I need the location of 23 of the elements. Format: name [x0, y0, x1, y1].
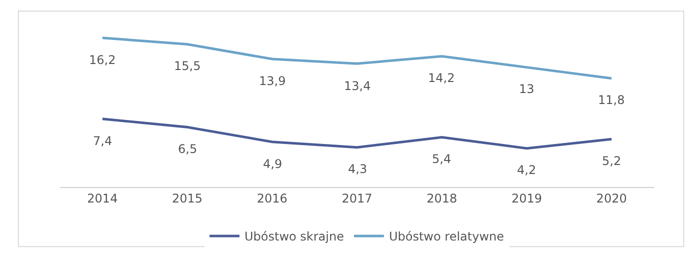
data-label: 13 [519, 82, 534, 96]
data-label: 11,8 [598, 93, 625, 107]
data-label: 15,5 [174, 59, 201, 73]
x-tick-label: 2015 [172, 191, 203, 206]
data-label: 4,9 [263, 157, 282, 171]
x-tick-label: 2016 [256, 191, 288, 206]
data-label: 13,9 [259, 74, 286, 88]
data-label: 16,2 [89, 53, 116, 67]
legend-label: Ubóstwo relatywne [388, 230, 504, 244]
data-label: 4,2 [517, 163, 536, 177]
x-tick-label: 2014 [87, 191, 118, 206]
x-tick-label: 2019 [511, 191, 542, 206]
data-label: 14,2 [428, 71, 455, 85]
data-label: 5,2 [602, 154, 622, 168]
data-label: 6,5 [178, 142, 198, 156]
x-tick-label: 2018 [426, 191, 458, 206]
data-label: 5,4 [432, 152, 452, 166]
data-label: 7,4 [93, 134, 112, 148]
data-label: 13,4 [344, 79, 371, 93]
data-label: 4,3 [348, 162, 368, 176]
x-tick-label: 2020 [596, 191, 627, 206]
x-tick-label: 2017 [342, 191, 372, 206]
legend-label: Ubóstwo skrajne [244, 230, 344, 244]
